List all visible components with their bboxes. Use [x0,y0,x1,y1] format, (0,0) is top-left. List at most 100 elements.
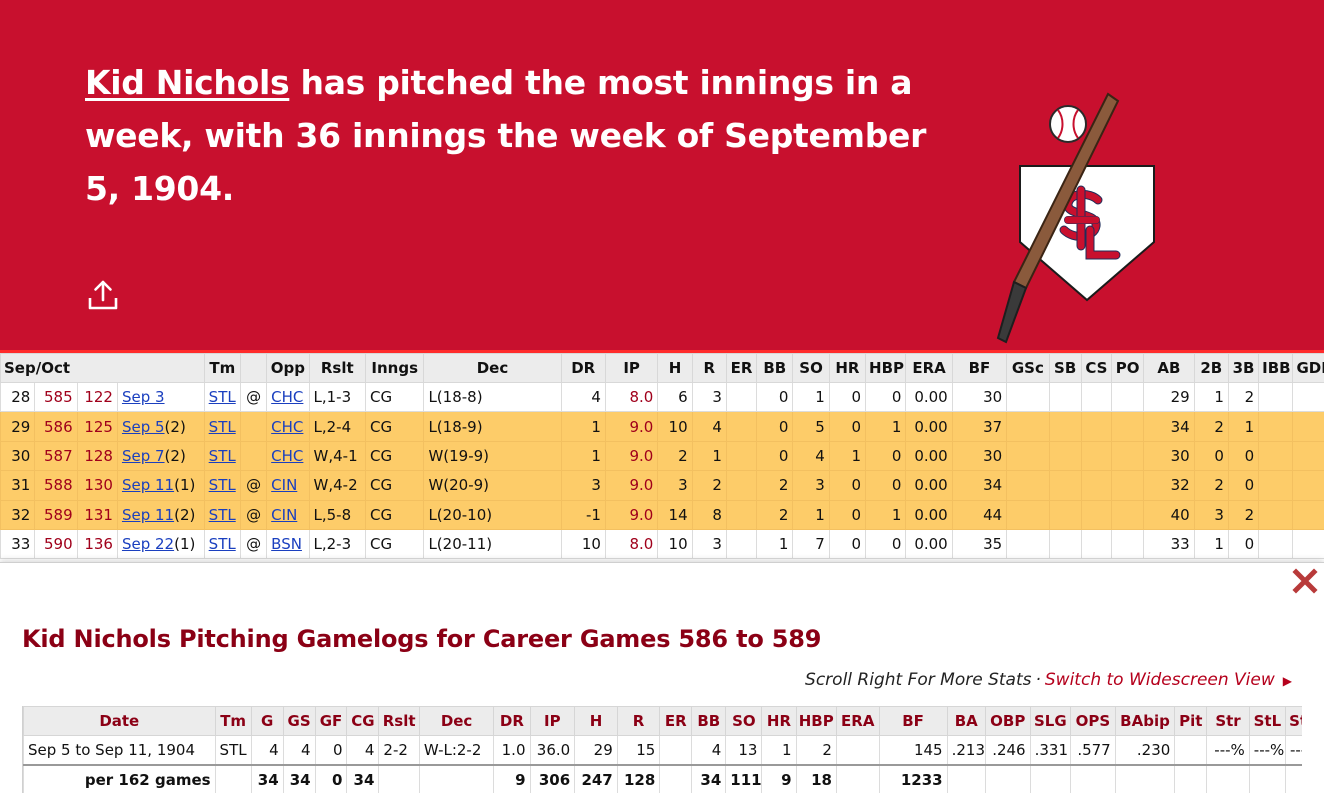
col-header-tm[interactable]: Tm [203,353,241,383]
player-link[interactable]: Kid Nichols [85,63,290,102]
span-col-header[interactable]: IP [529,706,576,736]
col-header-ibb[interactable]: IBB [1258,353,1294,383]
span-col-header[interactable]: HBP [795,706,837,736]
span-col-header[interactable]: StL [1248,706,1286,736]
col-header-er[interactable]: ER [725,353,758,383]
span-col-header[interactable]: Str [1206,706,1250,736]
col-header-ip[interactable]: IP [604,353,659,383]
widescreen-link[interactable]: Switch to Widescreen View [1044,670,1275,690]
span-col-header[interactable]: Date [23,706,216,736]
opp-link[interactable]: CIN [271,505,298,524]
col-header-so[interactable]: SO [792,353,830,383]
col-header-r[interactable]: R [691,353,727,383]
sb [1048,499,1082,530]
col-header-date[interactable]: Sep/Oct [0,353,205,383]
gamelog-table-container[interactable]: Sep/Oct Tm Opp Rslt Inngs Dec DR IP H R … [0,350,1324,562]
col-header-hbp[interactable]: HBP [865,353,907,383]
date-link[interactable]: Sep 5 [121,417,165,436]
span-col-header[interactable]: ERA [835,706,880,736]
date-link[interactable]: Sep 22 [121,535,175,554]
span-col-header[interactable]: BF [878,706,948,736]
team-link[interactable]: STL [208,535,236,554]
span-col-header[interactable]: Tm [214,706,252,736]
col-header-sb[interactable]: SB [1048,353,1082,383]
col-header-bb[interactable]: BB [756,353,794,383]
span-col-header[interactable]: BAbip [1114,706,1176,736]
span-col-header[interactable]: SLG [1029,706,1072,736]
col-header-inngs[interactable]: Inngs [364,353,425,383]
per162-rslt [378,764,420,793]
span-col-header[interactable]: H [574,706,618,736]
span-col-header[interactable]: SO [725,706,763,736]
col-header-era[interactable]: ERA [905,353,953,383]
span-col-header[interactable]: R [616,706,661,736]
span-babip: .230 [1114,735,1176,766]
col-header-po[interactable]: PO [1110,353,1145,383]
span-col-header[interactable]: HR [761,706,797,736]
col-header-bf[interactable]: BF [951,353,1008,383]
opp-link[interactable]: CHC [271,446,304,465]
col-header-opp[interactable]: Opp [266,353,310,383]
span-col-header[interactable]: BB [691,706,727,736]
result: L,2-3 [308,528,366,560]
span-col-header[interactable]: BA [946,706,986,736]
hits: 10 [657,528,693,560]
cs [1080,499,1113,530]
home-runs: 0 [828,528,867,560]
span-col-header[interactable]: OPS [1070,706,1116,736]
team-link[interactable]: STL [208,446,236,465]
row-number: 33 [0,528,36,560]
span-col-header[interactable]: GF [314,706,348,736]
opp-link[interactable]: BSN [271,535,302,554]
span-dr: 1.0 [493,735,531,766]
col-header-ab[interactable]: AB [1143,353,1195,383]
date-link[interactable]: Sep 11 [121,505,175,524]
col-header-dec[interactable]: Dec [423,353,562,383]
per162-bb: 34 [691,764,727,793]
span-col-header[interactable]: Rslt [378,706,420,736]
date-link[interactable]: Sep 3 [121,388,165,407]
col-header-gsc[interactable]: GSc [1006,353,1050,383]
gamelog-row: 33 590 136 Sep 22(1) STL @ BSN L,2-3 CG L(20-11) 1… [0,528,1324,560]
date-link[interactable]: Sep 11 [121,476,175,495]
col-header-2b[interactable]: 2B [1193,353,1229,383]
sb [1048,411,1082,442]
strikeouts: 4 [792,440,830,472]
span-col-header[interactable]: OBP [984,706,1031,736]
col-header-gdp[interactable]: GDP [1292,353,1324,383]
span-table-container[interactable]: Date Tm G GS GF CG Rslt Dec DR IP H R ER BB SO HR HBP ERA… [22,706,1302,793]
span-col-header[interactable]: G [250,706,284,736]
team-link[interactable]: STL [208,505,236,524]
opp-link[interactable]: CIN [271,476,298,495]
sb [1048,470,1082,501]
span-col-header[interactable]: CG [346,706,380,736]
span-col-header[interactable]: Pit [1174,706,1208,736]
share-icon[interactable] [86,278,120,312]
col-header-hr[interactable]: HR [828,353,867,383]
col-header-cs[interactable]: CS [1080,353,1113,383]
walks: 0 [756,411,794,442]
team-cell: STL [203,440,241,472]
team-link[interactable]: STL [208,417,236,436]
span-col-header[interactable]: DR [493,706,531,736]
span-col-header[interactable]: Dec [418,706,495,736]
span-col-header[interactable]: ER [659,706,693,736]
close-icon[interactable] [1291,567,1319,595]
team-link[interactable]: STL [208,476,236,495]
career-game: 585 [34,381,78,413]
team-game: 130 [76,470,118,501]
date-link[interactable]: Sep 7 [121,446,165,465]
span-hr: 1 [761,735,797,766]
opp-link[interactable]: CHC [271,388,304,407]
runs: 2 [691,470,727,501]
col-header-dr[interactable]: DR [560,353,606,383]
opp-link[interactable]: CHC [271,417,304,436]
col-header-h[interactable]: H [657,353,693,383]
sb [1048,528,1082,560]
col-header-3b[interactable]: 3B [1227,353,1260,383]
col-header-rslt[interactable]: Rslt [308,353,366,383]
span-col-header[interactable]: StS [1284,706,1302,736]
team-link[interactable]: STL [208,388,236,407]
span-col-header[interactable]: GS [282,706,316,736]
triples: 0 [1227,528,1260,560]
